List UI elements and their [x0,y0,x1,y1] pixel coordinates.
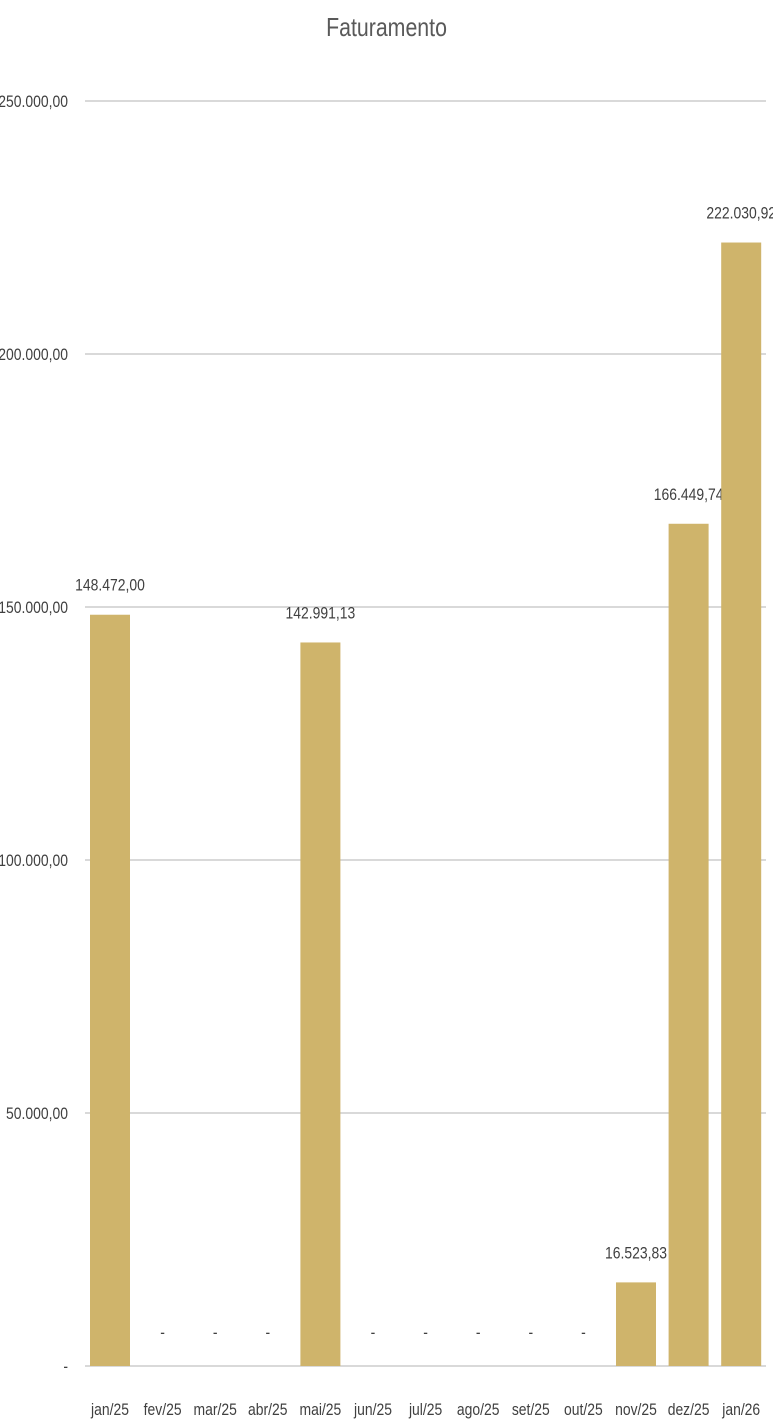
data-label: 148.472,00 [75,577,145,596]
y-tick-label: 250.000,00 [0,93,68,112]
bar [300,642,341,1366]
data-label: - [160,1324,165,1343]
x-tick-label: dez/25 [668,1401,710,1420]
x-tick-label: abr/25 [248,1401,287,1420]
chart-title: Faturamento [326,12,447,42]
data-label: - [371,1324,376,1343]
data-label: 142.991,13 [286,604,356,623]
bar [721,242,762,1366]
x-tick-label: set/25 [512,1401,550,1420]
x-tick-label: mar/25 [194,1401,237,1420]
data-label: 16.523,83 [605,1244,667,1263]
x-tick-label: out/25 [564,1401,603,1420]
y-tick-label: 150.000,00 [0,599,68,618]
bar [668,523,709,1366]
x-tick-label: mai/25 [299,1401,341,1420]
data-label: - [476,1324,481,1343]
data-label: - [213,1324,218,1343]
x-tick-label: jun/25 [353,1401,392,1420]
bar [616,1282,656,1366]
data-label: - [265,1324,270,1343]
data-label: - [581,1324,586,1343]
x-tick-label: jan/25 [90,1401,129,1420]
bar [90,614,130,1366]
x-tick-label: nov/25 [615,1401,657,1420]
x-tick-label: fev/25 [144,1401,182,1420]
data-label: - [423,1324,428,1343]
data-label: - [528,1324,533,1343]
y-tick-label: 50.000,00 [6,1105,68,1124]
x-tick-label: jan/26 [721,1401,760,1420]
data-label: 166.449,74 [654,486,724,505]
data-label: 222.030,92 [706,204,773,223]
x-tick-label: ago/25 [457,1401,500,1420]
y-tick-label: - [63,1358,68,1377]
y-tick-label: 100.000,00 [0,852,68,871]
y-tick-label: 200.000,00 [0,346,68,365]
x-tick-label: jul/25 [408,1401,442,1420]
